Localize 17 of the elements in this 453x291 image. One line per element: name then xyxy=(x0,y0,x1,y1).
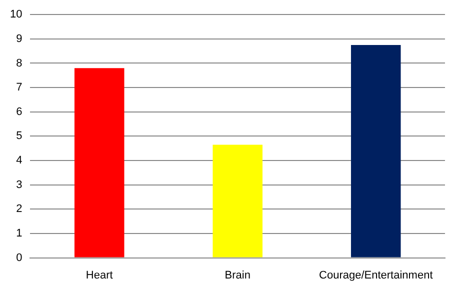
y-tick-label: 4 xyxy=(16,154,22,167)
y-tick-label: 2 xyxy=(16,203,22,216)
y-tick-label: 6 xyxy=(16,106,22,118)
bar xyxy=(350,45,401,258)
bar xyxy=(74,68,124,258)
x-tick-label: Courage/Entertainment xyxy=(319,269,433,282)
y-tick-label: 1 xyxy=(16,228,22,240)
y-tick-label: 8 xyxy=(16,57,22,70)
y-tick-label: 9 xyxy=(16,32,22,45)
y-tick-label: 7 xyxy=(16,82,22,94)
x-tick-label: Heart xyxy=(86,269,113,282)
y-tick-label: 5 xyxy=(16,130,22,142)
y-tick-label: 3 xyxy=(16,178,22,191)
y-tick-label: 10 xyxy=(10,8,22,21)
bar xyxy=(212,144,263,258)
y-tick-label: 0 xyxy=(16,252,22,264)
x-tick-label: Brain xyxy=(224,269,250,282)
